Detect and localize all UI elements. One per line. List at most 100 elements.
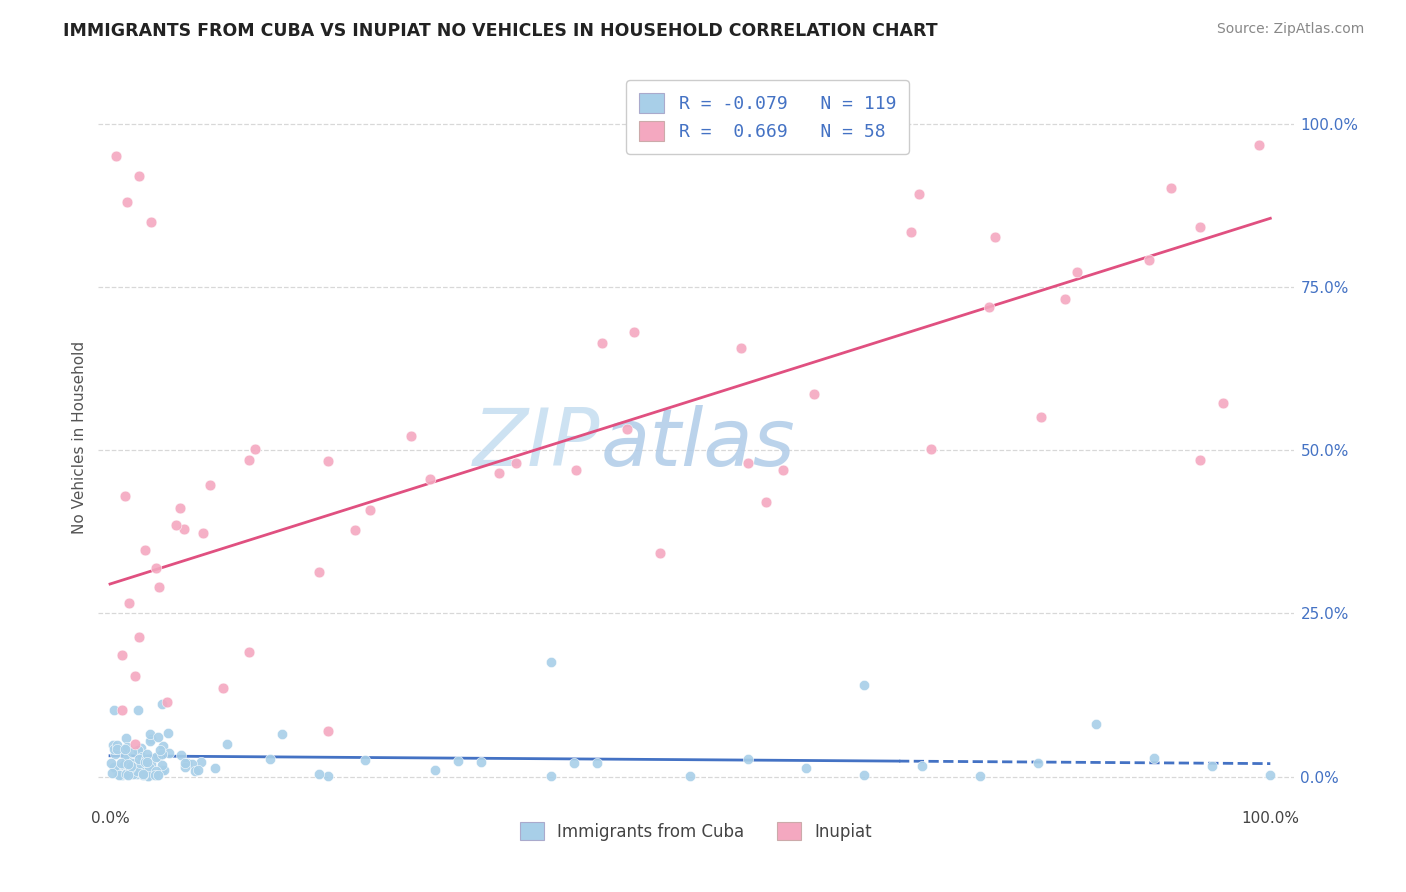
Point bbox=[238, 453, 260, 467]
Point bbox=[134, 543, 156, 558]
Point bbox=[152, 739, 174, 753]
Point bbox=[920, 442, 942, 457]
Point bbox=[447, 754, 470, 768]
Point bbox=[650, 546, 672, 560]
Point bbox=[187, 763, 209, 777]
Point bbox=[169, 501, 191, 516]
Point bbox=[125, 764, 148, 778]
Point bbox=[128, 756, 150, 770]
Point bbox=[148, 580, 170, 594]
Point bbox=[540, 656, 562, 670]
Point bbox=[191, 526, 214, 541]
Point bbox=[110, 764, 132, 778]
Point bbox=[104, 747, 127, 761]
Point bbox=[121, 766, 143, 780]
Point bbox=[238, 645, 260, 659]
Point bbox=[121, 745, 143, 759]
Point bbox=[120, 762, 142, 776]
Point bbox=[117, 756, 139, 771]
Point bbox=[143, 768, 166, 782]
Point bbox=[190, 755, 212, 769]
Point bbox=[983, 230, 1005, 244]
Point bbox=[124, 737, 146, 751]
Point bbox=[121, 762, 143, 776]
Point bbox=[131, 765, 153, 780]
Text: IMMIGRANTS FROM CUBA VS INUPIAT NO VEHICLES IN HOUSEHOLD CORRELATION CHART: IMMIGRANTS FROM CUBA VS INUPIAT NO VEHIC… bbox=[63, 22, 938, 40]
Point bbox=[1201, 758, 1223, 772]
Point bbox=[114, 766, 136, 780]
Point bbox=[794, 761, 817, 775]
Point bbox=[114, 766, 136, 780]
Point bbox=[616, 421, 638, 435]
Point bbox=[129, 740, 152, 755]
Point bbox=[110, 761, 132, 775]
Point bbox=[1026, 756, 1049, 770]
Point bbox=[115, 752, 138, 766]
Point bbox=[101, 738, 124, 752]
Point bbox=[127, 743, 149, 757]
Point bbox=[150, 763, 173, 777]
Point bbox=[103, 702, 125, 716]
Point bbox=[679, 769, 702, 783]
Point bbox=[139, 727, 162, 741]
Point bbox=[399, 429, 422, 443]
Point bbox=[591, 335, 613, 350]
Point bbox=[146, 768, 169, 782]
Point bbox=[103, 760, 125, 774]
Point bbox=[139, 768, 162, 782]
Point bbox=[1247, 137, 1270, 152]
Point bbox=[135, 747, 157, 761]
Point bbox=[623, 325, 645, 339]
Point bbox=[1054, 293, 1077, 307]
Point bbox=[135, 752, 157, 766]
Point bbox=[122, 756, 145, 771]
Point bbox=[145, 561, 167, 575]
Point bbox=[122, 756, 145, 771]
Point bbox=[1160, 180, 1182, 194]
Point bbox=[124, 669, 146, 683]
Point bbox=[259, 752, 281, 766]
Point bbox=[139, 756, 162, 771]
Point bbox=[174, 760, 197, 774]
Point bbox=[104, 760, 127, 774]
Point bbox=[112, 767, 135, 781]
Point bbox=[1189, 453, 1212, 467]
Point bbox=[565, 463, 588, 477]
Point bbox=[505, 456, 527, 470]
Point bbox=[173, 522, 195, 536]
Point bbox=[114, 748, 136, 763]
Point bbox=[127, 703, 149, 717]
Point bbox=[128, 752, 150, 766]
Point bbox=[853, 768, 876, 782]
Point bbox=[204, 761, 226, 775]
Point bbox=[138, 769, 160, 783]
Point bbox=[165, 517, 187, 532]
Point bbox=[170, 747, 193, 762]
Point bbox=[157, 726, 180, 740]
Point bbox=[911, 759, 934, 773]
Point bbox=[148, 731, 170, 745]
Point bbox=[100, 756, 122, 770]
Point bbox=[772, 463, 794, 477]
Point bbox=[900, 225, 922, 239]
Text: atlas: atlas bbox=[600, 405, 796, 483]
Point bbox=[540, 769, 562, 783]
Point bbox=[131, 749, 153, 764]
Point bbox=[157, 746, 180, 760]
Point bbox=[1258, 768, 1281, 782]
Point bbox=[762, 138, 785, 153]
Legend: Immigrants from Cuba, Inupiat: Immigrants from Cuba, Inupiat bbox=[512, 814, 880, 849]
Point bbox=[853, 678, 876, 692]
Point bbox=[488, 466, 510, 480]
Point bbox=[150, 697, 173, 711]
Point bbox=[1031, 410, 1053, 425]
Point bbox=[354, 753, 377, 767]
Point bbox=[120, 759, 142, 773]
Point bbox=[139, 734, 162, 748]
Point bbox=[149, 743, 172, 757]
Point bbox=[110, 703, 132, 717]
Point bbox=[359, 503, 381, 517]
Point bbox=[423, 764, 446, 778]
Point bbox=[139, 214, 162, 228]
Point bbox=[104, 149, 127, 163]
